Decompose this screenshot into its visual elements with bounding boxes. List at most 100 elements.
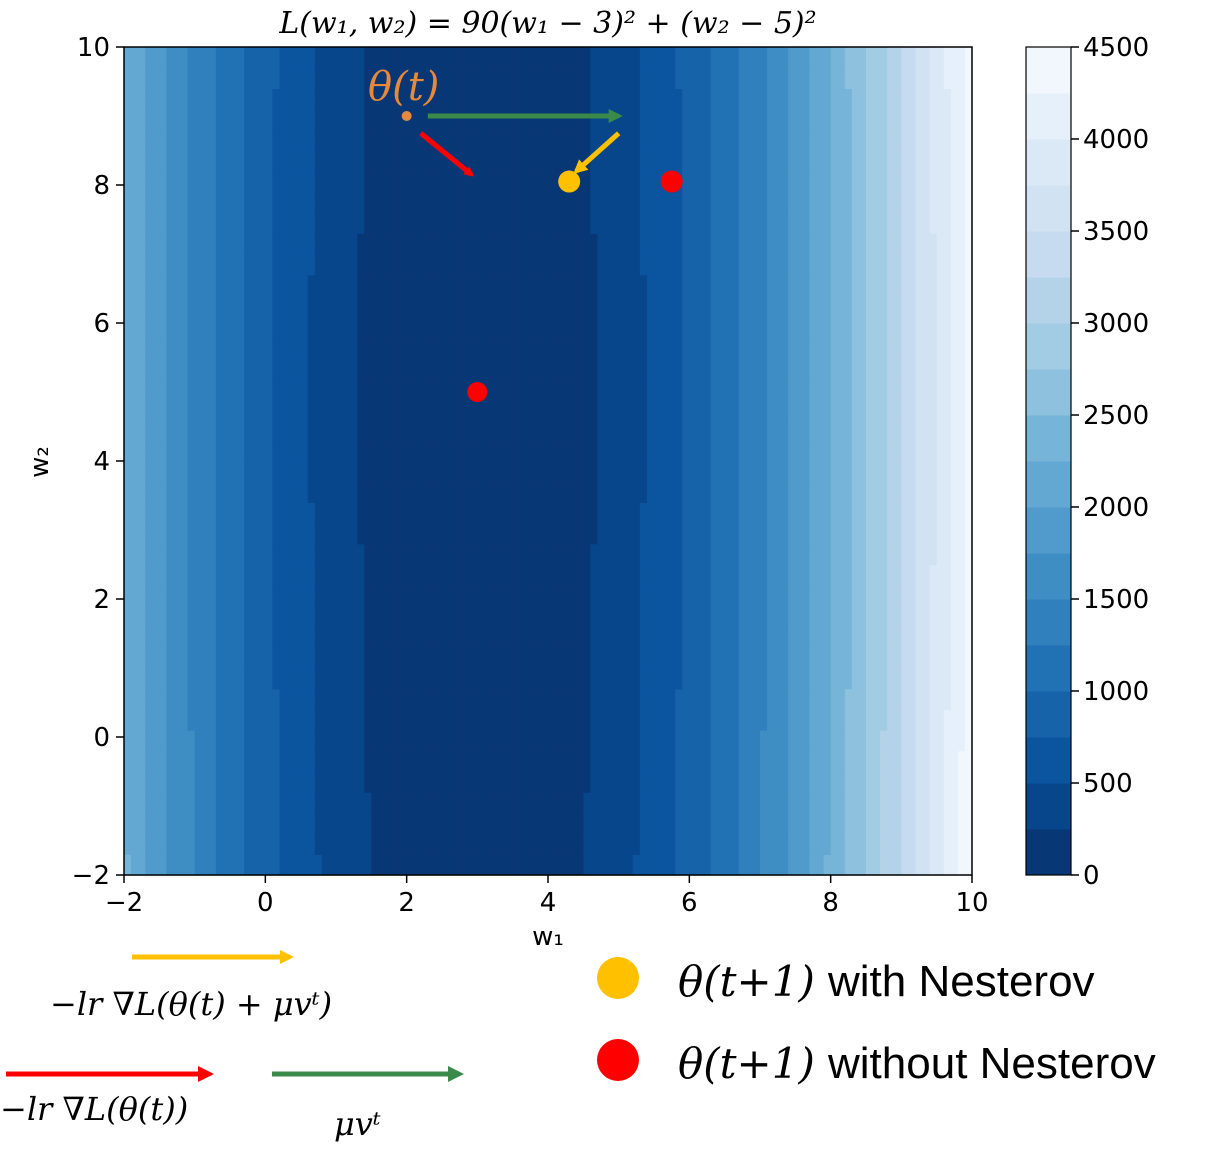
heatmap-cell	[456, 47, 464, 69]
heatmap-cell	[569, 295, 577, 317]
heatmap-cell	[208, 730, 217, 752]
heatmap-cell	[760, 254, 768, 276]
heatmap-cell	[774, 129, 782, 152]
heatmap-cell	[484, 419, 493, 441]
heatmap-cell	[781, 668, 789, 690]
heatmap-cell	[873, 129, 881, 152]
heatmap-cell	[533, 440, 542, 462]
heatmap-cell	[781, 812, 789, 835]
heatmap-cell	[399, 626, 408, 648]
legend-math-no-nesterov: θ(t+1)	[678, 1039, 815, 1088]
heatmap-cell	[265, 750, 273, 773]
heatmap-cell	[774, 668, 782, 690]
heatmap-cell	[336, 274, 344, 296]
heatmap-cell	[456, 833, 464, 855]
heatmap-cell	[611, 233, 620, 255]
heatmap-cell	[717, 47, 726, 69]
key-red-arrowhead	[198, 1066, 214, 1082]
heatmap-cell	[328, 668, 337, 690]
heatmap-cell	[314, 668, 323, 690]
heatmap-cell	[279, 129, 288, 152]
heatmap-cell	[159, 461, 167, 483]
heatmap-cell	[597, 461, 606, 483]
heatmap-cell	[420, 109, 429, 131]
heatmap-cell	[873, 336, 881, 359]
heatmap-cell	[343, 378, 351, 400]
heatmap-cell	[795, 316, 803, 338]
heatmap-cell	[265, 792, 273, 814]
heatmap-cell	[131, 750, 139, 773]
x-tick-label: −2	[105, 888, 143, 918]
heatmap-cell	[251, 67, 259, 89]
heatmap-cell	[321, 502, 330, 524]
heatmap-cell	[145, 316, 153, 338]
heatmap-cell	[964, 274, 973, 296]
heatmap-cell	[378, 461, 387, 483]
heatmap-cell	[731, 730, 740, 752]
heatmap-cell	[936, 150, 945, 172]
heatmap-cell	[781, 212, 789, 234]
heatmap-cell	[703, 171, 712, 193]
heatmap-cell	[427, 750, 436, 773]
heatmap-cell	[625, 129, 634, 152]
heatmap-cell	[180, 668, 189, 690]
heatmap-cell	[823, 316, 832, 338]
heatmap-cell	[343, 647, 351, 669]
heatmap-cell	[844, 833, 853, 855]
heatmap-cell	[399, 233, 408, 255]
heatmap-cell	[858, 605, 867, 628]
heatmap-cell	[279, 750, 288, 773]
heatmap-cell	[251, 750, 259, 773]
heatmap-cell	[604, 709, 613, 731]
heatmap-cell	[343, 419, 351, 441]
heatmap-cell	[180, 212, 189, 234]
heatmap-cell	[427, 585, 436, 607]
colorbar-tick-label: 1500	[1083, 585, 1149, 615]
heatmap-cell	[950, 67, 959, 89]
heatmap-cell	[350, 109, 358, 131]
heatmap-cell	[717, 730, 726, 752]
heatmap-cell	[894, 67, 902, 89]
heatmap-cell	[406, 129, 415, 152]
heatmap-cell	[131, 668, 139, 690]
heatmap-cell	[187, 357, 196, 379]
heatmap-cell	[590, 523, 599, 545]
heatmap-cell	[668, 336, 676, 359]
heatmap-cell	[957, 67, 966, 89]
heatmap-cell	[442, 274, 450, 296]
heatmap-cell	[314, 191, 323, 214]
heatmap-cell	[957, 709, 966, 731]
heatmap-cell	[385, 668, 394, 690]
heatmap-cell	[844, 336, 853, 359]
heatmap-cell	[767, 833, 775, 855]
heatmap-cell	[837, 626, 846, 648]
heatmap-cell	[717, 605, 726, 628]
heatmap-cell	[858, 481, 867, 503]
heatmap-cell	[336, 854, 344, 876]
heatmap-cell	[442, 833, 450, 855]
heatmap-cell	[823, 67, 832, 89]
heatmap-cell	[336, 792, 344, 814]
heatmap-cell	[646, 336, 655, 359]
heatmap-cell	[484, 543, 493, 566]
heatmap-cell	[314, 274, 323, 296]
heatmap-cell	[222, 336, 231, 359]
heatmap-cell	[922, 336, 931, 359]
heatmap-cell	[950, 419, 959, 441]
heatmap-cell	[392, 378, 401, 400]
heatmap-cell	[625, 564, 634, 586]
heatmap-cell	[661, 295, 669, 317]
heatmap-cell	[491, 233, 500, 255]
heatmap-cell	[760, 109, 768, 131]
heatmap-cell	[194, 605, 203, 628]
heatmap-cell	[837, 212, 846, 234]
heatmap-cell	[392, 854, 401, 876]
plot-points	[401, 111, 683, 402]
heatmap-cell	[442, 212, 450, 234]
heatmap-cell	[321, 812, 330, 835]
heatmap-cell	[703, 274, 712, 296]
heatmap-cell	[866, 461, 874, 483]
heatmap-cell	[187, 709, 196, 731]
heatmap-cell	[597, 47, 606, 69]
heatmap-cell	[731, 440, 740, 462]
